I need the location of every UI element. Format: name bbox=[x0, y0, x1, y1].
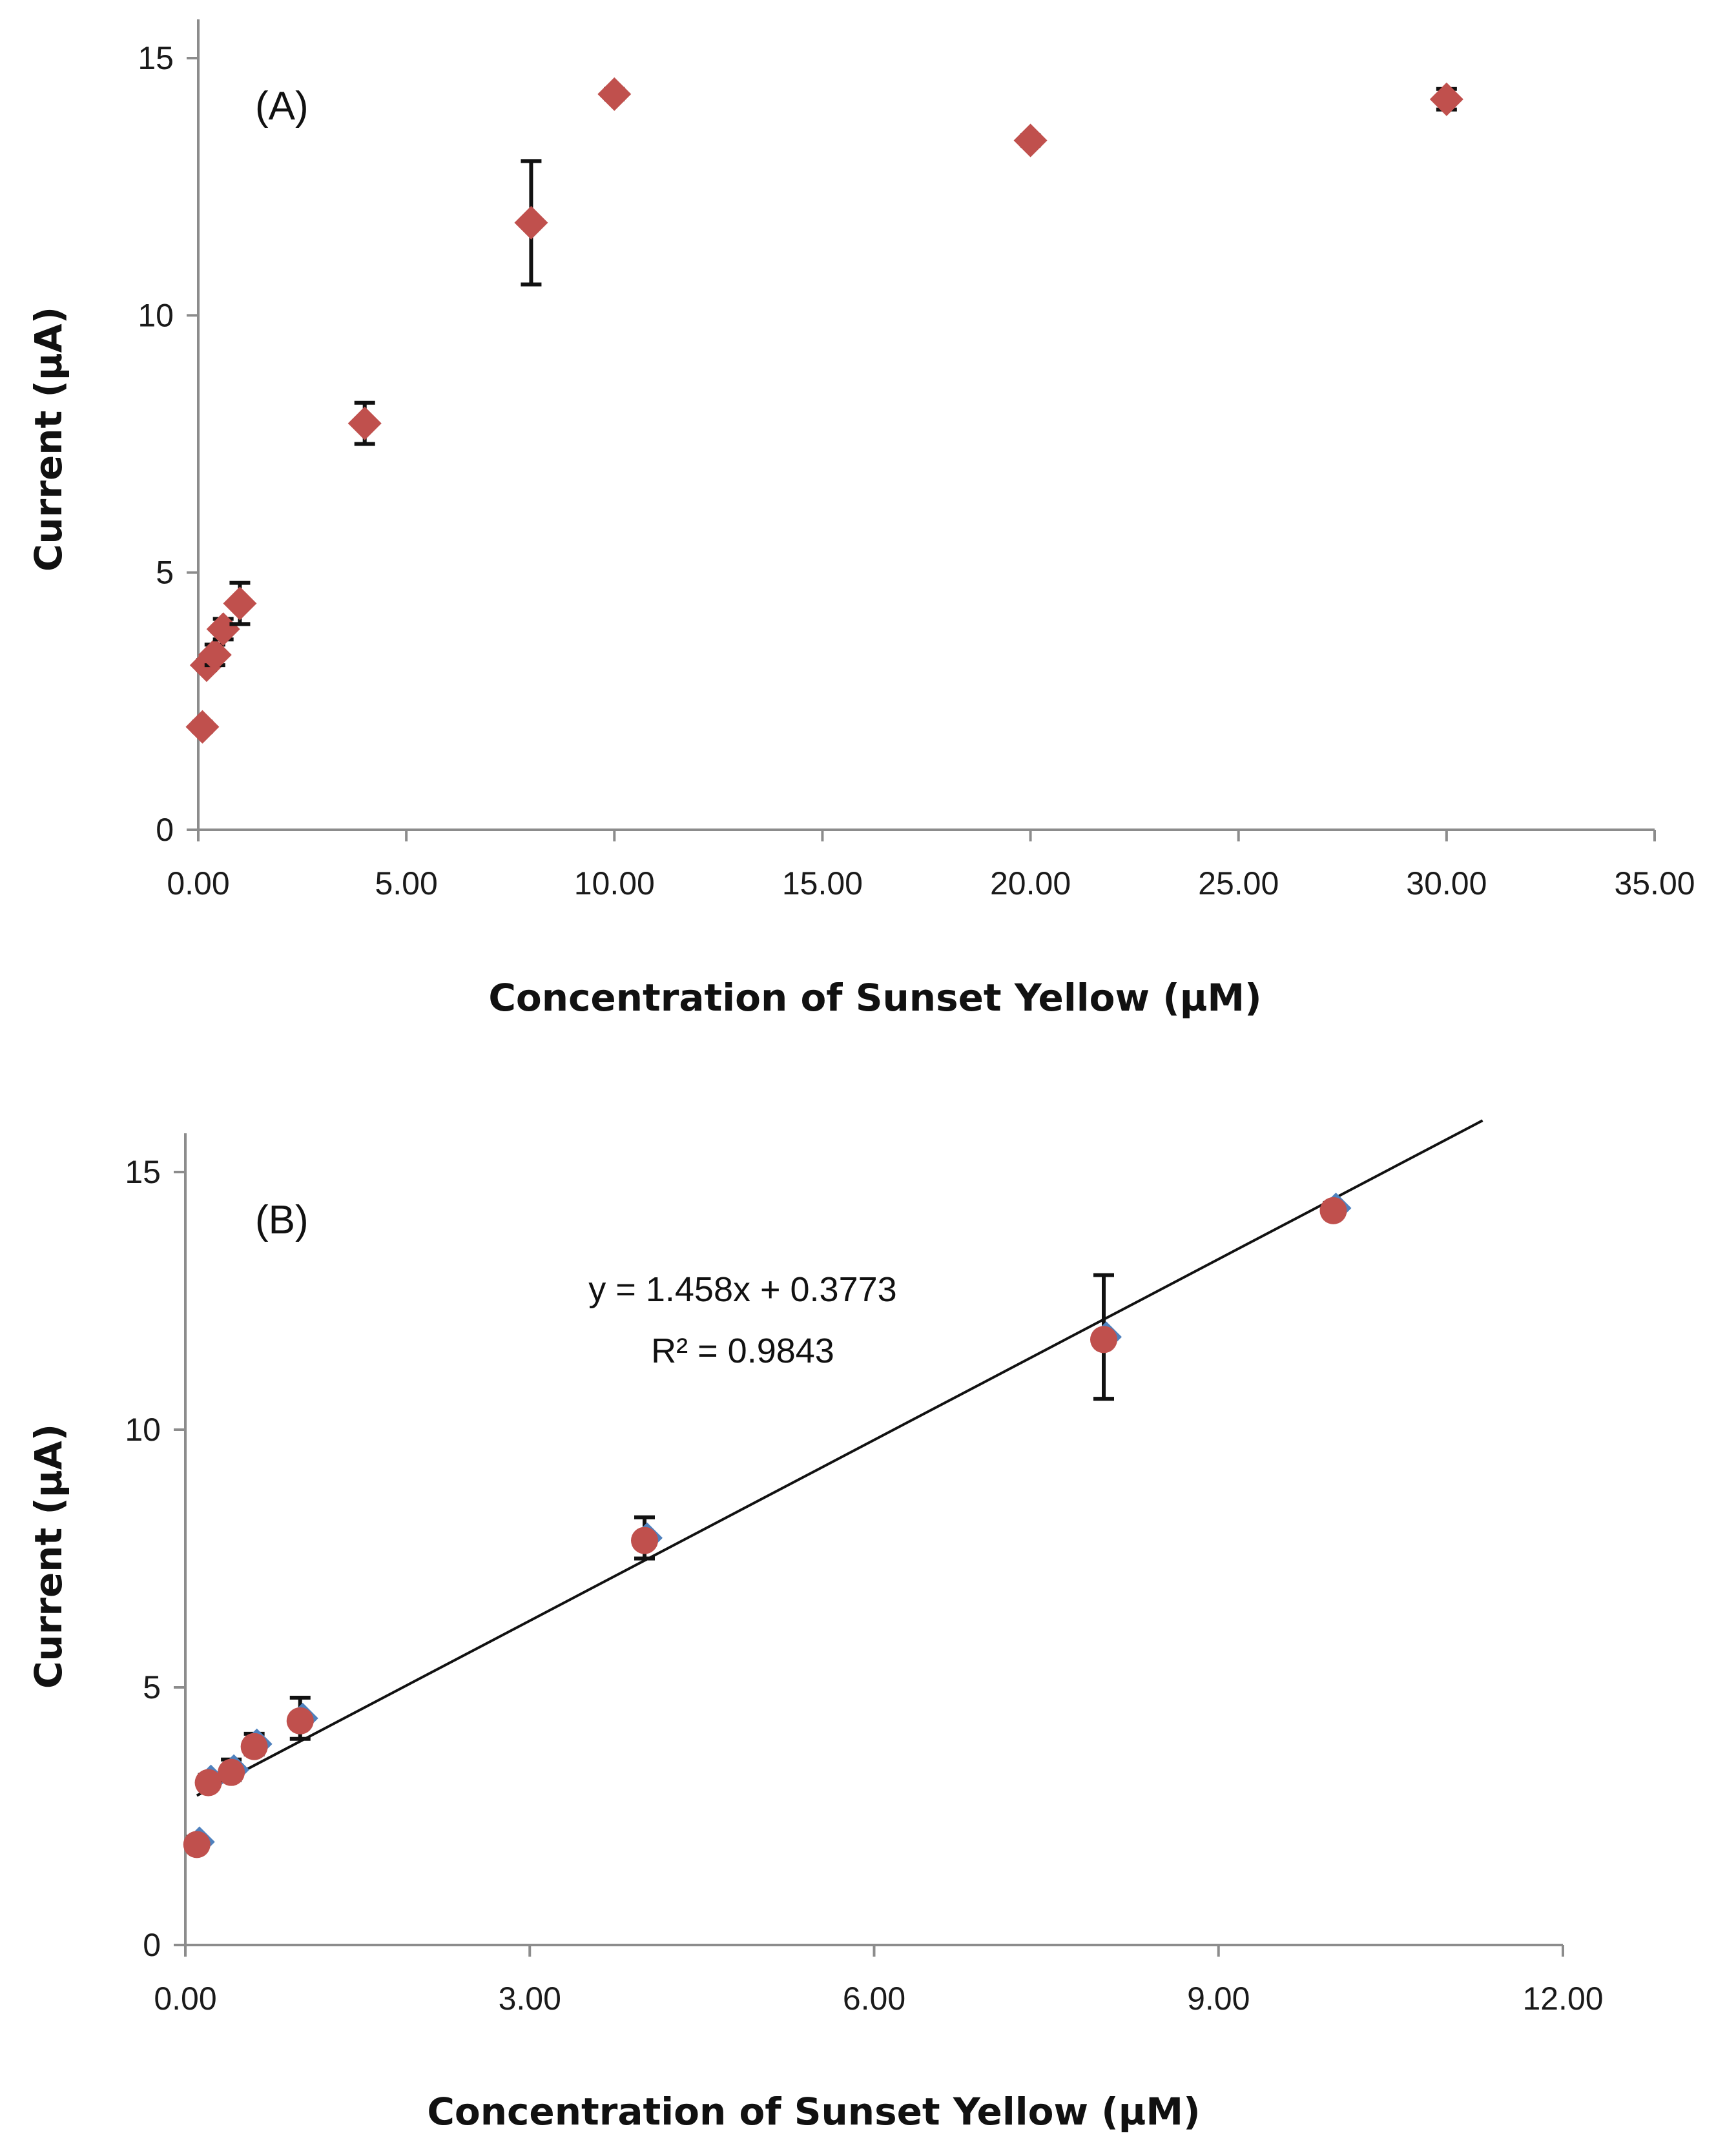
axes-b: 0 5 10 15 0.00 3.00 6.00 9.00 12.00 bbox=[125, 1133, 1604, 2017]
x-tick-label-a: 0.00 bbox=[167, 865, 229, 901]
y-tick-label-a: 5 bbox=[156, 555, 174, 591]
marker-circle bbox=[286, 1707, 314, 1734]
data-marks-b bbox=[183, 1192, 1352, 1858]
y-tick-label-b: 0 bbox=[143, 1927, 161, 1963]
marker-circle bbox=[240, 1733, 268, 1760]
chart-panel-b: 0 5 10 15 0.00 3.00 6.00 9.00 12.00 (B) y = 1.45… bbox=[26, 1119, 1604, 2134]
marker-diamond bbox=[206, 612, 240, 646]
data-marks-a bbox=[185, 77, 1463, 744]
data-point bbox=[198, 638, 232, 672]
x-tick-label-a: 20.00 bbox=[990, 865, 1071, 901]
chart-panel-a: 0 5 10 15 0.00 5.00 10.00 15.00 20.00 25.00 30.00 3… bbox=[26, 19, 1695, 1020]
y-tick-label-b: 5 bbox=[143, 1669, 161, 1705]
data-point bbox=[206, 612, 240, 646]
data-point bbox=[218, 1754, 250, 1786]
x-tick-label-a: 25.00 bbox=[1198, 865, 1279, 901]
data-point bbox=[514, 159, 548, 287]
panel-label-a: (A) bbox=[255, 84, 309, 129]
data-point bbox=[1090, 1273, 1122, 1401]
x-tick-label-b: 6.00 bbox=[843, 1981, 905, 2017]
x-axis-title-a: Concentration of Sunset Yellow (µM) bbox=[488, 976, 1261, 1020]
marker-diamond bbox=[1013, 123, 1048, 158]
marker-circle bbox=[194, 1769, 222, 1796]
data-point bbox=[223, 581, 257, 626]
y-axis-title-a: Current (µA) bbox=[26, 307, 70, 571]
trendline-layer-b bbox=[196, 1119, 1483, 1797]
x-tick-label-b: 9.00 bbox=[1187, 1981, 1250, 2017]
y-tick-label-b: 10 bbox=[125, 1412, 161, 1448]
y-tick-label-a: 0 bbox=[156, 812, 174, 848]
x-tick-label-b: 12.00 bbox=[1522, 1981, 1603, 2017]
x-axis-title-b: Concentration of Sunset Yellow (µM) bbox=[427, 2090, 1200, 2134]
marker-circle bbox=[1090, 1326, 1117, 1353]
marker-diamond bbox=[597, 77, 632, 111]
data-point bbox=[1319, 1192, 1352, 1224]
data-point bbox=[631, 1515, 663, 1561]
y-tick-label-a: 10 bbox=[138, 297, 174, 333]
marker-diamond bbox=[185, 710, 220, 744]
marker-diamond bbox=[223, 586, 257, 621]
trendline-equation: y = 1.458x + 0.3773 bbox=[588, 1270, 896, 1309]
trendline bbox=[196, 1119, 1483, 1797]
trendline-r-squared: R² = 0.9843 bbox=[651, 1332, 834, 1370]
data-point bbox=[1429, 82, 1463, 116]
x-tick-label-b: 0.00 bbox=[154, 1981, 216, 2017]
x-tick-label-b: 3.00 bbox=[499, 1981, 561, 2017]
data-point bbox=[185, 710, 220, 744]
x-tick-label-a: 30.00 bbox=[1406, 865, 1487, 901]
marker-diamond bbox=[198, 638, 232, 672]
marker-diamond bbox=[347, 406, 382, 440]
data-point bbox=[240, 1728, 273, 1760]
marker-circle bbox=[1319, 1197, 1347, 1224]
marker-diamond bbox=[1429, 82, 1463, 116]
y-tick-label-a: 15 bbox=[138, 40, 174, 76]
data-point bbox=[347, 400, 382, 446]
axes-a: 0 5 10 15 0.00 5.00 10.00 15.00 20.00 25.00 30.00 3… bbox=[138, 19, 1695, 901]
marker-diamond bbox=[514, 205, 548, 240]
x-tick-label-a: 10.00 bbox=[574, 865, 655, 901]
y-tick-label-b: 15 bbox=[125, 1154, 161, 1190]
marker-circle bbox=[631, 1527, 658, 1554]
y-axis-title-b: Current (µA) bbox=[26, 1424, 70, 1689]
data-point bbox=[597, 77, 632, 111]
panel-label-b: (B) bbox=[255, 1198, 309, 1242]
data-point bbox=[286, 1695, 318, 1741]
data-point bbox=[183, 1826, 215, 1858]
marker-circle bbox=[218, 1758, 245, 1786]
x-tick-label-a: 5.00 bbox=[375, 865, 437, 901]
x-tick-label-a: 35.00 bbox=[1614, 865, 1695, 901]
data-point bbox=[1013, 123, 1048, 158]
marker-circle bbox=[183, 1831, 211, 1858]
x-tick-label-a: 15.00 bbox=[782, 865, 863, 901]
